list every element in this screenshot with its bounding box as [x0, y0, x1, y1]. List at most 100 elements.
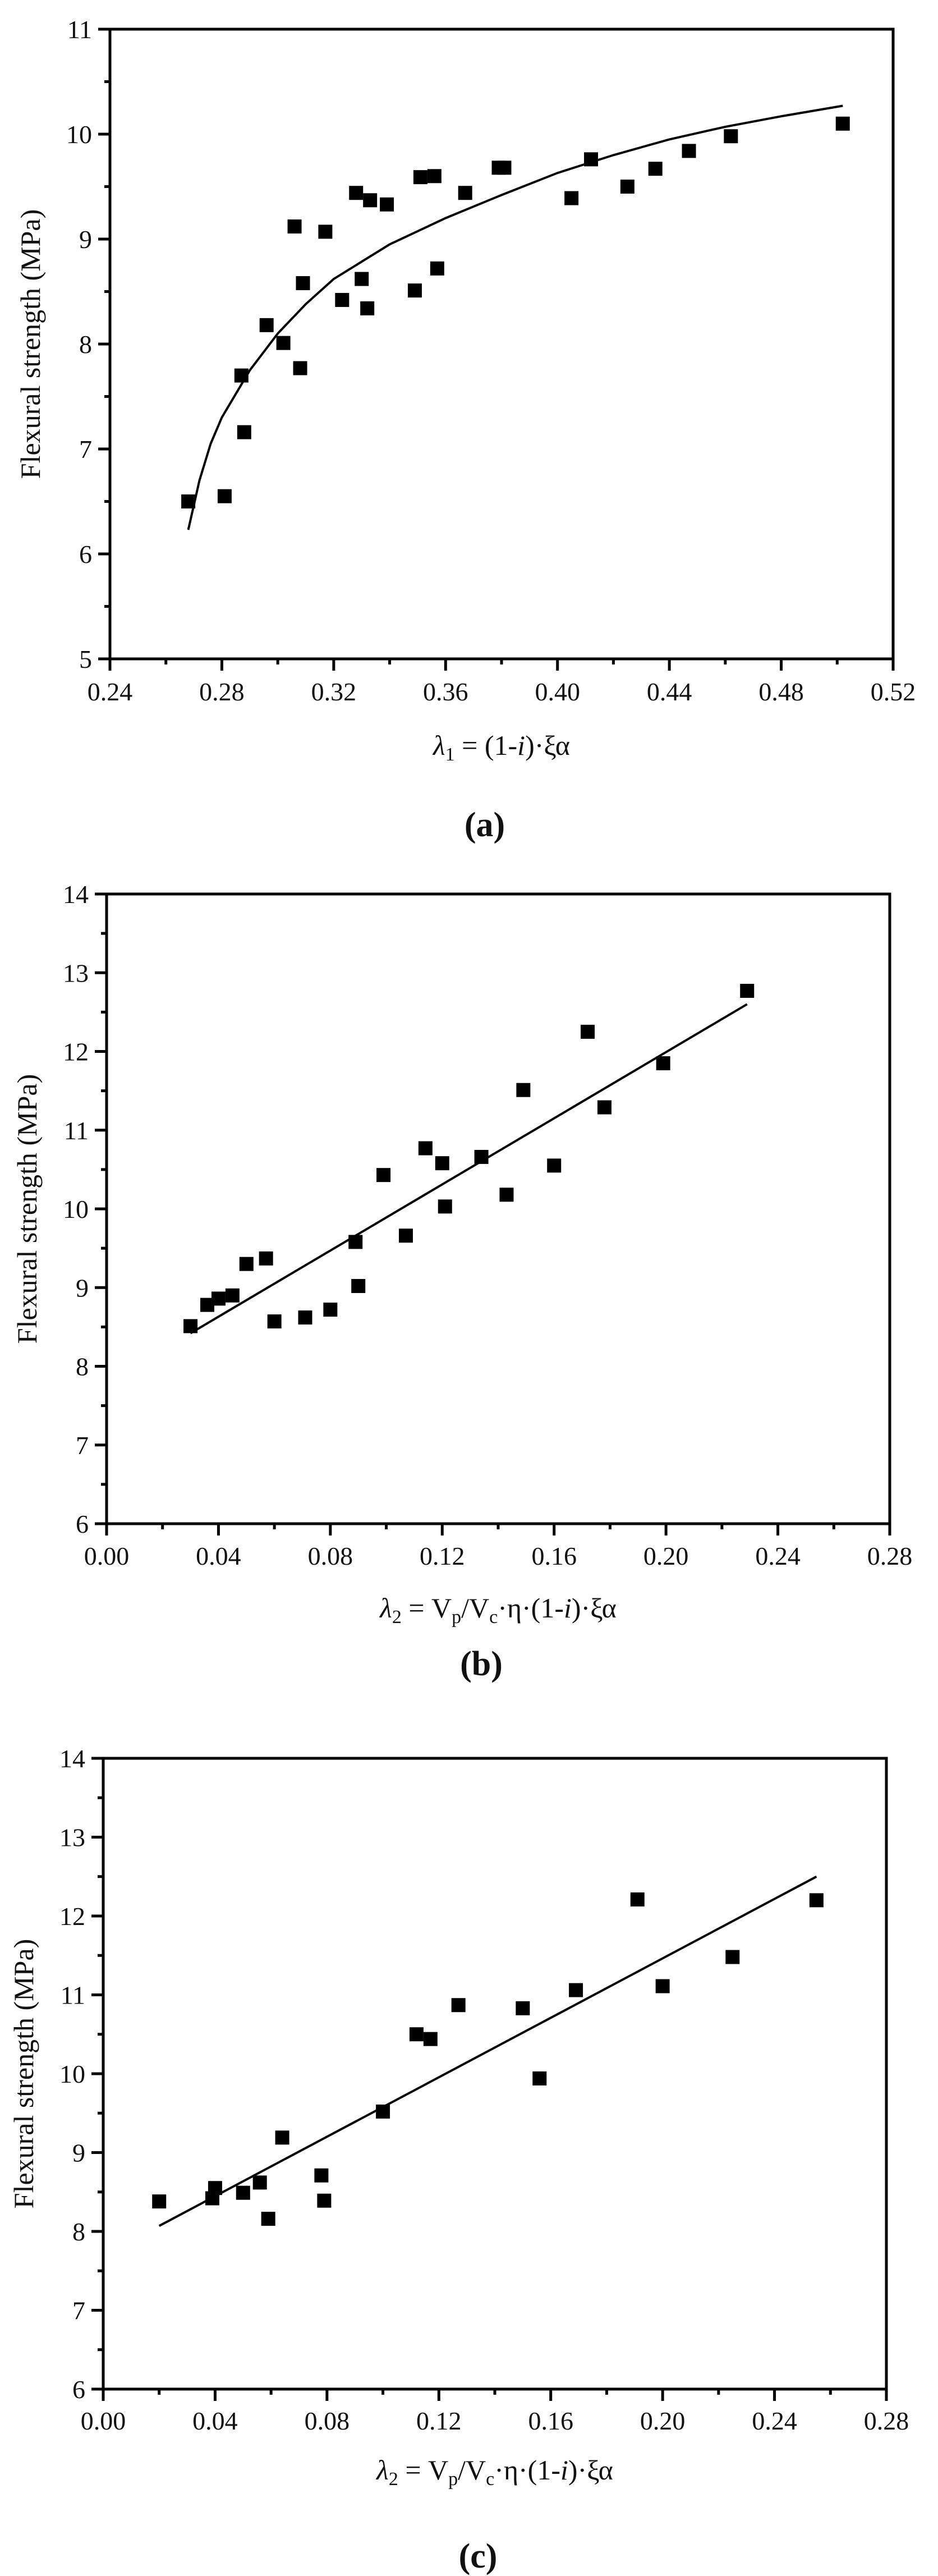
fit-curve: [187, 104, 843, 530]
data-point: [516, 1083, 531, 1097]
x-tick-label: 0.28: [864, 2407, 909, 2435]
y-tick-label: 7: [72, 2297, 85, 2325]
data-point: [740, 984, 755, 998]
x-tick-label: 0.20: [643, 1542, 689, 1570]
y-tick-label: 7: [79, 435, 92, 464]
x-axis-label-part: p: [448, 2469, 458, 2490]
data-point: [438, 1199, 452, 1214]
y-tick-label: 14: [63, 880, 89, 909]
x-axis-label-part: ·η·(1-: [494, 2454, 560, 2486]
data-point: [648, 162, 663, 176]
data-point: [152, 2194, 167, 2209]
data-point: [564, 191, 579, 205]
x-axis-label-part: 2: [389, 2469, 398, 2490]
data-point: [458, 186, 472, 200]
x-tick-label: 0.44: [647, 677, 692, 706]
y-tick-label: 9: [72, 2139, 85, 2167]
x-tick-label: 0.04: [196, 1542, 241, 1570]
data-point: [427, 169, 442, 184]
data-point: [423, 2032, 438, 2046]
data-point: [532, 2071, 547, 2085]
chart-caption: (b): [460, 1645, 503, 1683]
data-point: [620, 180, 634, 194]
data-point: [630, 1892, 645, 1906]
x-axis-label-part: i: [564, 1592, 572, 1624]
x-tick-label: 0.52: [871, 677, 916, 706]
data-point: [335, 292, 350, 307]
y-tick-label: 13: [63, 959, 89, 987]
data-point: [418, 1141, 433, 1156]
x-axis-label-part: /V: [458, 2454, 486, 2486]
data-point: [298, 1310, 312, 1325]
x-tick-label: 0.20: [640, 2407, 686, 2435]
data-point: [314, 2168, 329, 2183]
plot-frame: [108, 27, 895, 661]
data-point: [318, 224, 333, 239]
y-tick-label: 8: [72, 2217, 85, 2246]
y-tick-label: 14: [59, 1744, 85, 1773]
data-point: [409, 2027, 424, 2042]
chart-a: 0.24 0.28 0.32 0.36 0.40 0.44 0.48 0.52 5 6 7 8 9 10 1…: [15, 15, 916, 844]
data-point: [287, 219, 302, 234]
data-point: [211, 1291, 226, 1306]
x-axis-label-part: λ: [432, 730, 445, 761]
x-tick-label: 0.32: [311, 677, 357, 706]
y-axis-label: Flexural strength (MPa): [8, 1939, 39, 2208]
x-axis-label-part: 1: [445, 744, 455, 765]
y-tick-label: 8: [79, 330, 92, 359]
data-point: [376, 1168, 391, 1182]
y-tick-label: 12: [63, 1038, 89, 1066]
x-axis-label: λ2 = Vp/Vc·η·(1-i)·ξα: [379, 1592, 617, 1628]
x-tick-label: 0.12: [420, 1542, 465, 1570]
x-axis-label-part: ·η·(1-: [498, 1592, 564, 1624]
x-axis-label-part: i: [517, 730, 525, 761]
x-axis-label-part: λ: [379, 1592, 392, 1624]
data-point: [569, 1983, 583, 1997]
x-tick-label: 0.36: [423, 677, 468, 706]
x-tick-label: 0.04: [192, 2407, 238, 2435]
data-point: [348, 1235, 363, 1249]
y-tick-label: 5: [79, 645, 92, 673]
x-axis-label-part: i: [560, 2454, 568, 2486]
data-point: [682, 144, 696, 158]
x-axis-label-part: c: [486, 2469, 494, 2490]
fit-line: [190, 1003, 748, 1335]
data-point: [413, 170, 427, 185]
y-tick-label: 6: [79, 540, 92, 569]
data-point: [296, 276, 310, 291]
plot-frame: [102, 1757, 888, 2391]
x-tick-label: 0.00: [84, 1542, 130, 1570]
x-tick-label: 0.08: [308, 1542, 353, 1570]
data-point: [349, 186, 364, 200]
x-axis-label-part: )·ξα: [568, 2454, 613, 2486]
data-point: [581, 1024, 595, 1039]
data-point: [407, 283, 422, 298]
data-point: [259, 1251, 273, 1266]
x-axis-label-part: λ: [375, 2454, 389, 2486]
x-tick-label: 0.40: [535, 677, 580, 706]
data-point: [435, 1156, 449, 1171]
data-point: [217, 489, 232, 503]
data-point: [584, 152, 599, 167]
y-axis-label: Flexural strength (MPa): [15, 209, 46, 479]
data-point: [181, 494, 196, 508]
x-axis-label-part: 2: [392, 1607, 402, 1628]
y-tick-label: 9: [79, 225, 92, 254]
x-tick-label: 0.24: [755, 1542, 801, 1570]
data-point: [360, 301, 375, 315]
x-tick-label: 0.00: [81, 2407, 126, 2435]
y-tick-label: 11: [67, 15, 92, 44]
data-point: [183, 1319, 198, 1333]
data-point: [293, 361, 307, 375]
data-point: [259, 318, 274, 332]
chart-c: 0.00 0.04 0.08 0.12 0.16 0.20 0.24 0.28 6 7 8 9 10 11…: [8, 1744, 909, 2575]
y-tick-label: 7: [76, 1431, 89, 1460]
x-axis-label-part: /V: [461, 1592, 489, 1624]
x-tick-label: 0.28: [867, 1542, 913, 1570]
data-point: [323, 1303, 338, 1317]
data-point: [236, 2185, 250, 2200]
y-tick-label: 10: [59, 2060, 85, 2088]
data-point: [497, 161, 512, 175]
data-point: [237, 425, 251, 439]
